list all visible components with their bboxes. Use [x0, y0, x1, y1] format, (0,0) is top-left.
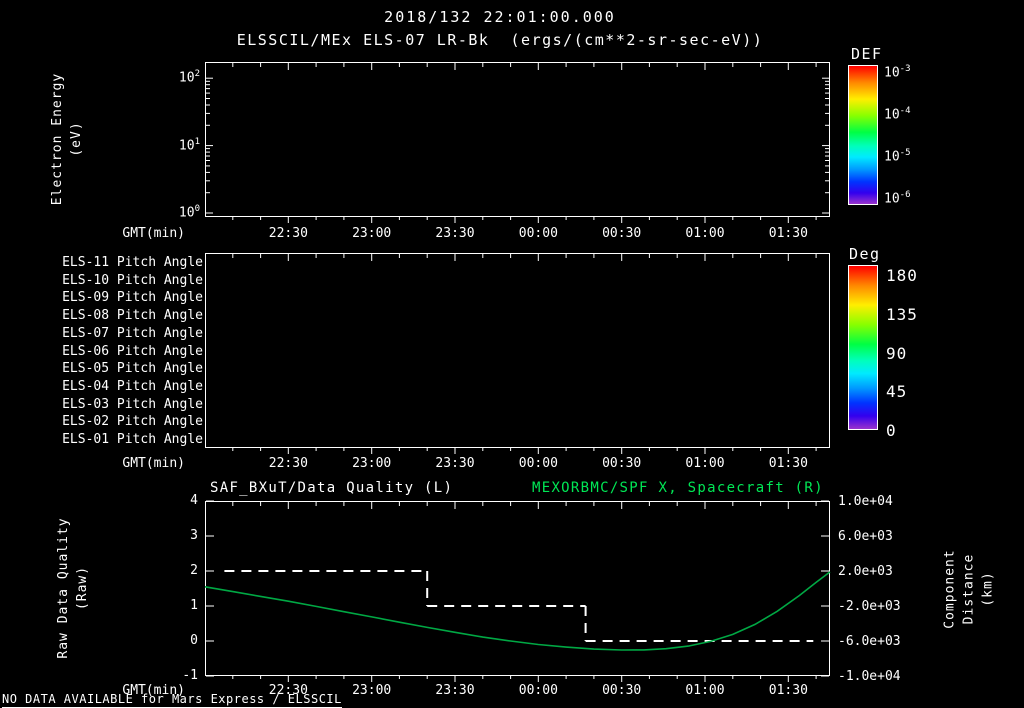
pitch-row-label: ELS-10 Pitch Angle	[62, 272, 203, 288]
exponent: -3	[899, 64, 911, 74]
def-colorbar-tick: 10-4	[884, 106, 911, 123]
time-tick-label: 22:30	[268, 683, 308, 698]
panel-frame	[205, 253, 830, 448]
exponent: -4	[899, 106, 911, 116]
pitch-row-label: ELS-02 Pitch Angle	[62, 414, 203, 430]
time-tick-label: 22:30	[268, 226, 308, 241]
time-tick-label: 23:30	[435, 683, 475, 698]
pitch-row-label: ELS-04 Pitch Angle	[62, 378, 203, 394]
pitch-row-label: ELS-03 Pitch Angle	[62, 396, 203, 412]
time-tick-label: 23:00	[352, 456, 392, 471]
time-tick-label: 01:30	[768, 226, 808, 241]
gmt-axis-label: GMT(min)	[122, 226, 185, 241]
energy-panel-axes	[205, 62, 830, 223]
time-tick-label: 23:00	[352, 683, 392, 698]
exponent: 0	[194, 203, 200, 214]
exponent: -5	[899, 148, 911, 158]
time-tick-label: 00:00	[518, 456, 558, 471]
exponent: -6	[899, 190, 911, 200]
time-tick-label: 23:30	[435, 456, 475, 471]
quality-ytick-label: 3	[190, 528, 198, 543]
energy-axis-label: Electron Energy (eV)	[50, 72, 84, 206]
panel-frame	[205, 62, 830, 217]
deg-colorbar-tick: 90	[886, 343, 908, 363]
time-tick-label: 00:00	[518, 683, 558, 698]
deg-colorbar-tick: 0	[886, 421, 897, 440]
time-tick-label: 00:00	[518, 226, 558, 241]
quality-series-title: SAF_BXuT/Data Quality (L)	[210, 480, 454, 496]
exponent: 1	[194, 136, 200, 147]
plot-timestamp-title: 2018/132 22:01:00.000	[384, 8, 616, 26]
quality-ytick-label: 4	[190, 493, 198, 508]
def-colorbar-tick: 10-5	[884, 148, 911, 165]
distance-ytick-label: 2.0e+03	[838, 564, 893, 579]
quality-axis-label: Raw Data Quality (Raw)	[56, 517, 90, 659]
distance-ytick-label: -2.0e+03	[838, 599, 901, 614]
distance-series-title: MEXORBMC/SPF X, Spacecraft (R)	[532, 480, 824, 496]
def-colorbar	[848, 65, 878, 205]
pitch-row-label: ELS-01 Pitch Angle	[62, 432, 203, 448]
pitch-panel-axes	[205, 253, 830, 454]
time-tick-label: 01:30	[768, 683, 808, 698]
deg-colorbar-tick: 135	[886, 304, 918, 324]
pitch-row-label: ELS-09 Pitch Angle	[62, 290, 203, 306]
time-tick-label: 00:30	[602, 683, 642, 698]
plot-subtitle: ELSSCIL/MEx ELS-07 LR-Bk (ergs/(cm**2-sr…	[236, 31, 764, 49]
gmt-axis-label: GMT(min)	[122, 456, 185, 471]
time-tick-label: 01:00	[685, 456, 725, 471]
distance-ytick-label: 1.0e+04	[838, 494, 893, 509]
energy-ytick-label: 100	[178, 203, 200, 221]
time-tick-label: 00:30	[602, 456, 642, 471]
def-colorbar-tick: 10-3	[884, 64, 911, 81]
quality-ytick-label: 1	[190, 598, 198, 613]
time-tick-label: 01:30	[768, 456, 808, 471]
deg-colorbar-tick: 45	[886, 382, 908, 402]
quality-distance-panel	[204, 500, 831, 682]
def-colorbar-title: DEF	[851, 45, 883, 63]
pitch-row-label: ELS-06 Pitch Angle	[62, 343, 203, 359]
quality-ytick-label: 2	[190, 563, 198, 578]
energy-spectrogram-panel	[205, 62, 830, 223]
def-colorbar-tick: 10-6	[884, 190, 911, 207]
energy-ytick-label: 102	[178, 69, 200, 86]
gmt-axis-label: GMT(min)	[122, 683, 185, 698]
deg-colorbar-tick: 180	[886, 266, 918, 285]
pitch-row-label: ELS-07 Pitch Angle	[62, 325, 203, 341]
quality-ytick-label: 0	[190, 633, 198, 648]
time-tick-label: 00:30	[602, 226, 642, 241]
deg-colorbar-title: Deg	[849, 245, 881, 263]
time-tick-label: 01:00	[685, 683, 725, 698]
spacecraft-distance-curve	[204, 571, 831, 651]
distance-ytick-label: -1.0e+04	[838, 669, 901, 684]
distance-ytick-label: -6.0e+03	[838, 634, 901, 649]
pitch-row-label: ELS-05 Pitch Angle	[62, 361, 203, 377]
pitch-row-label: ELS-11 Pitch Angle	[62, 254, 203, 270]
pitch-angle-panel	[205, 253, 830, 454]
time-tick-label: 23:30	[435, 226, 475, 241]
distance-ytick-label: 6.0e+03	[838, 529, 893, 544]
quality-panel-axes	[204, 500, 831, 682]
time-tick-label: 23:00	[352, 226, 392, 241]
time-tick-label: 01:00	[685, 226, 725, 241]
pitch-row-label: ELS-08 Pitch Angle	[62, 308, 203, 324]
quality-ytick-label: -1	[182, 668, 198, 683]
panel-frame	[205, 501, 830, 676]
exponent: 2	[194, 69, 200, 80]
distance-axis-label: Component Distance (km)	[942, 549, 996, 629]
energy-ytick-label: 101	[178, 136, 200, 153]
deg-colorbar	[848, 265, 878, 430]
time-tick-label: 22:30	[268, 456, 308, 471]
